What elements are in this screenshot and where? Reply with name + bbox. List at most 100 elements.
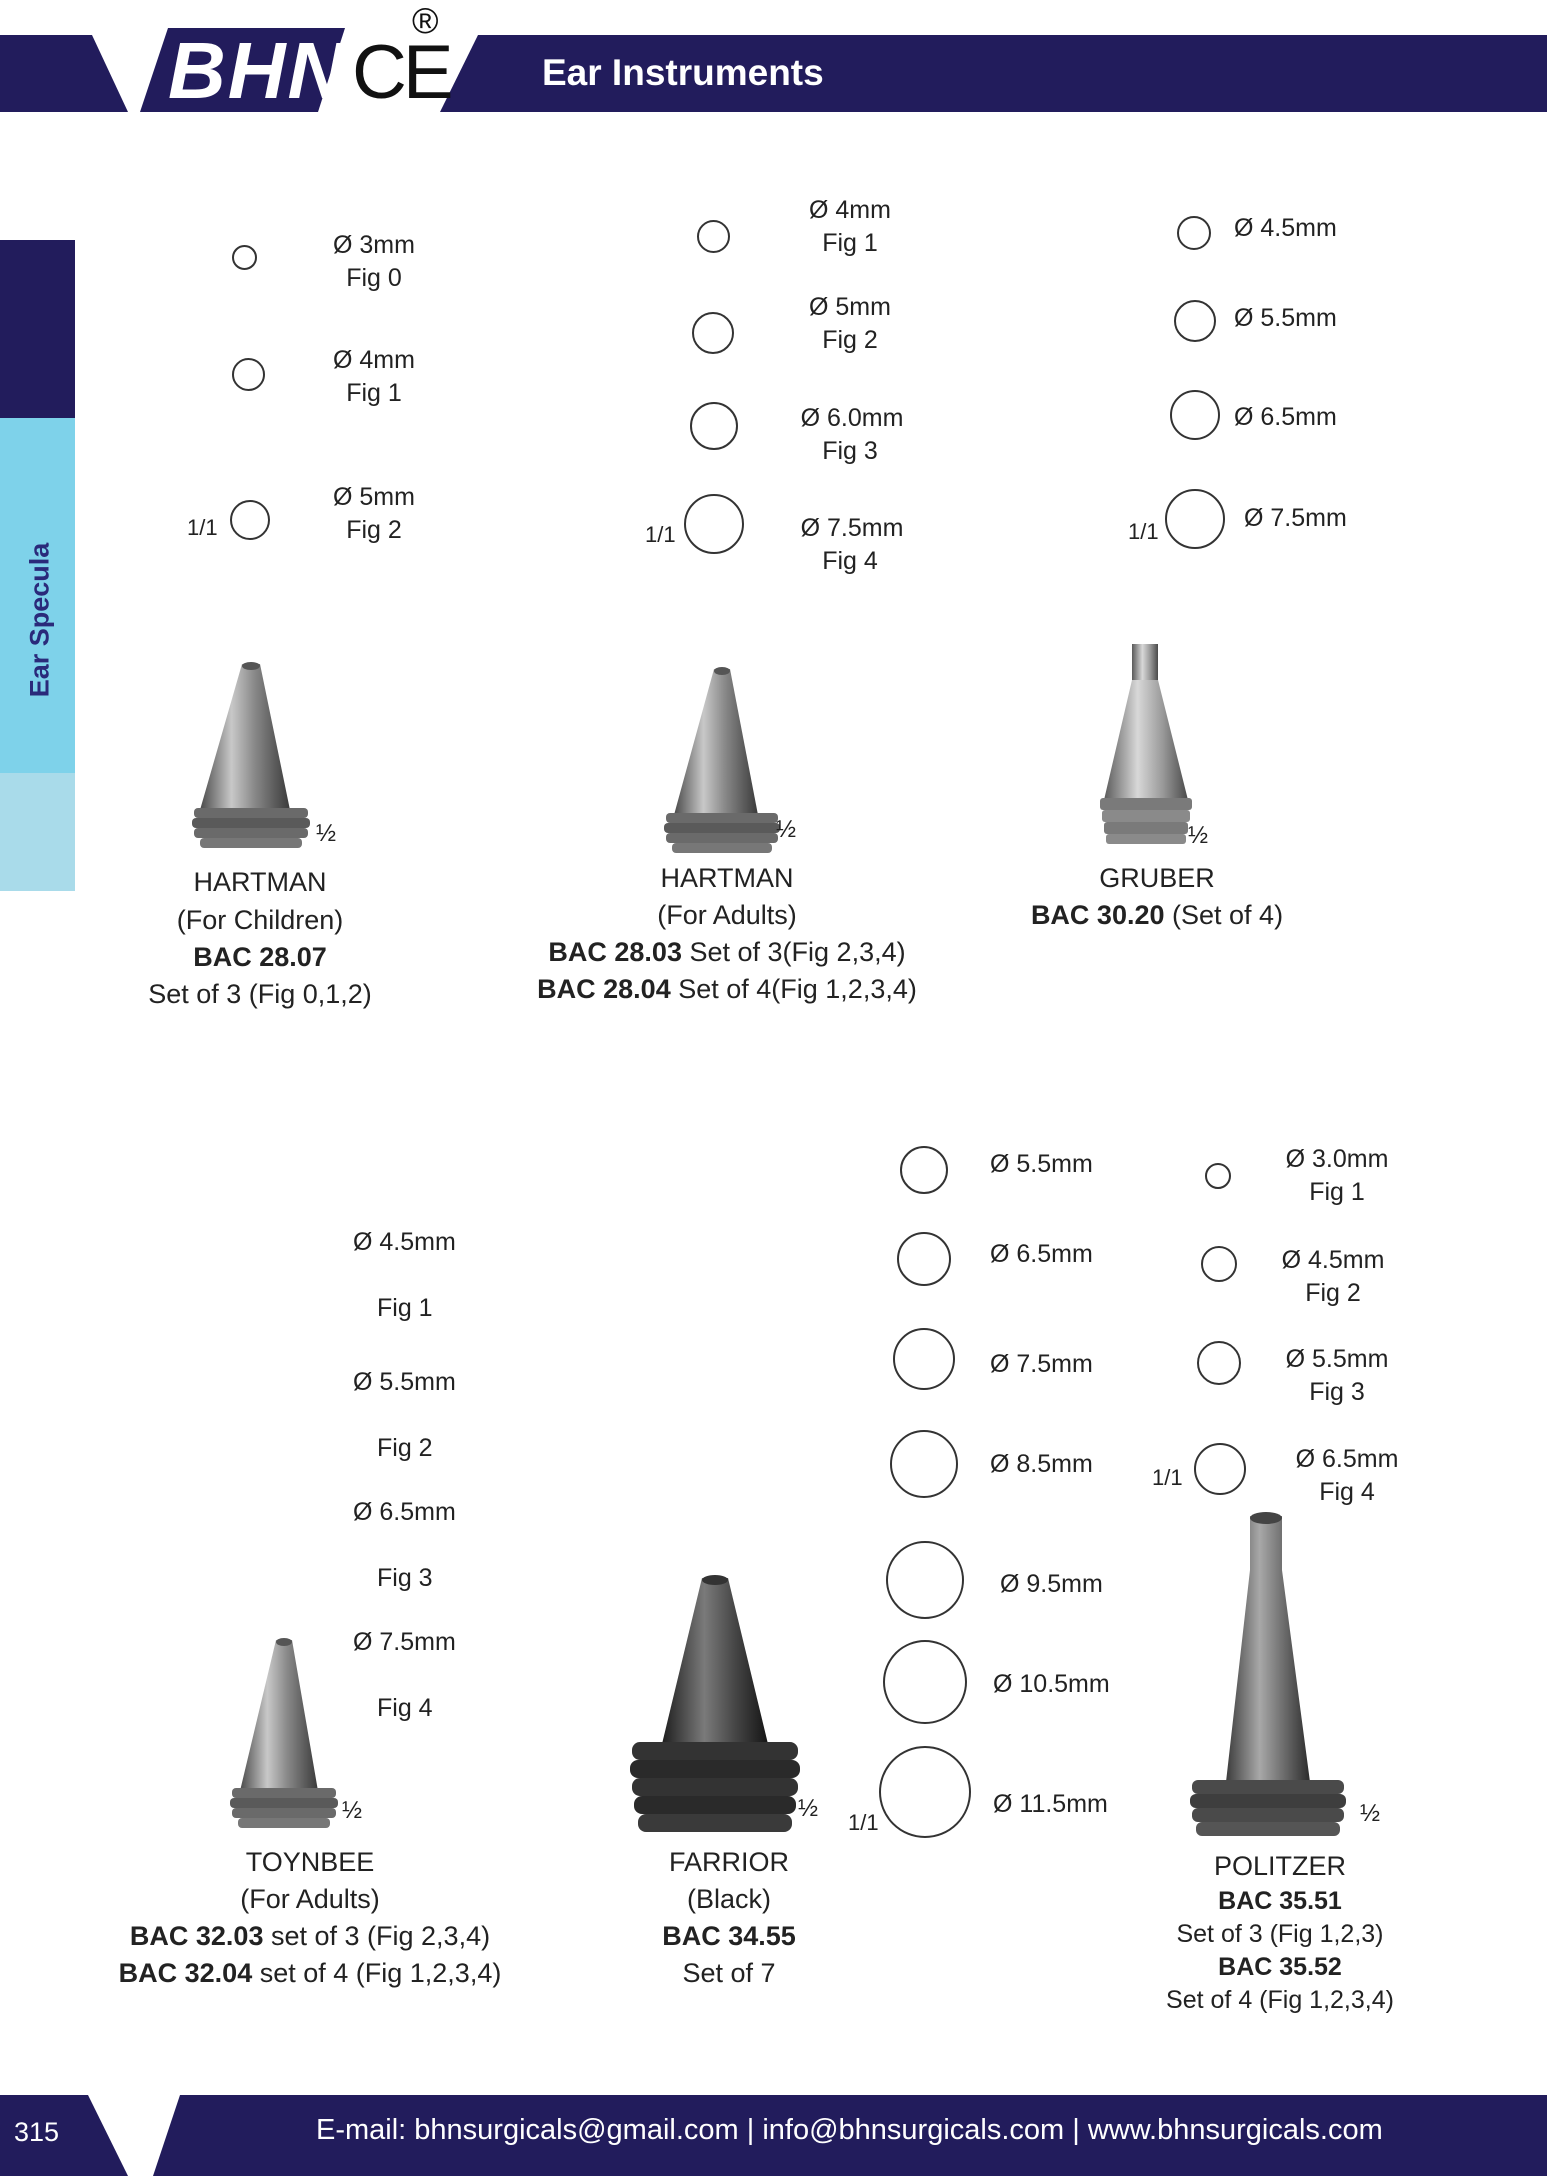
- size-circle: [900, 1146, 948, 1194]
- section-label: Ear Specula: [24, 542, 55, 698]
- size-fig: Fig 2: [377, 1434, 433, 1462]
- product-set: Set of 7: [682, 1958, 776, 1988]
- size-fig: Fig 1: [346, 379, 402, 407]
- size-diameter: Ø 5mm: [333, 483, 415, 511]
- scale-label: 1/1: [1128, 519, 1159, 544]
- product-subtitle: (For Adults): [657, 900, 797, 930]
- size-diameter: Ø 8.5mm: [990, 1450, 1093, 1478]
- registered-mark: ®: [412, 0, 439, 41]
- sidebar-tab-dark: [0, 240, 75, 418]
- farrior-speculum-image: [630, 1575, 800, 1832]
- size-diameter: Ø 11.5mm: [993, 1790, 1108, 1818]
- size-circle: [893, 1328, 955, 1390]
- size-fig: Fig 0: [346, 264, 402, 292]
- size-diameter: Ø 7.5mm: [353, 1628, 456, 1656]
- size-fig: Fig 3: [822, 437, 878, 465]
- size-circle: [1197, 1341, 1241, 1385]
- header-bar: [0, 28, 1547, 112]
- scale-label: 1/1: [848, 1810, 879, 1835]
- size-diameter: Ø 5.5mm: [353, 1368, 456, 1396]
- product-set: Set of 4(Fig 1,2,3,4): [670, 974, 917, 1004]
- scale-half: ½: [1360, 1800, 1381, 1827]
- size-diameter: Ø 3.0mm: [1285, 1145, 1389, 1173]
- ce-mark: CE: [352, 30, 454, 115]
- product-name: POLITZER: [1213, 1851, 1347, 1881]
- product-set: set of 3 (Fig 2,3,4): [263, 1921, 491, 1951]
- product-set: set of 4 (Fig 1,2,3,4): [252, 1958, 502, 1988]
- size-circle: [684, 494, 744, 554]
- size-diameter: Ø 6.0mm: [800, 404, 904, 432]
- product-code-line: BAC 28.04 Set of 4(Fig 1,2,3,4): [477, 973, 977, 1005]
- product-code: BAC 32.03: [129, 1921, 264, 1951]
- product-set: Set of 3(Fig 2,3,4): [681, 937, 906, 967]
- scale-label: 1/1: [1152, 1465, 1183, 1490]
- product-name: HARTMAN: [660, 863, 794, 893]
- size-diameter: Ø 5.5mm: [1285, 1345, 1389, 1373]
- product-set: Set of 3 (Fig 0,1,2): [148, 979, 372, 1009]
- size-fig: Fig 2: [1305, 1279, 1361, 1307]
- footer-bar: [0, 2095, 1547, 2176]
- toynbee-speculum-image: [230, 1638, 338, 1828]
- size-diameter: Ø 7.5mm: [800, 514, 904, 542]
- product-code: BAC 28.07: [193, 942, 327, 972]
- size-circle: [697, 220, 730, 253]
- size-diameter: Ø 4.5mm: [1281, 1246, 1385, 1274]
- size-fig: Fig 4: [822, 547, 878, 575]
- size-circle: [883, 1640, 967, 1724]
- size-fig: Fig 3: [1309, 1378, 1365, 1406]
- scale-half: ½: [342, 1797, 363, 1824]
- scale-half: ½: [1188, 822, 1209, 849]
- product-name: HARTMAN: [193, 867, 327, 897]
- size-fig: Fig 1: [822, 229, 878, 257]
- size-diameter: Ø 6.5mm: [353, 1498, 456, 1526]
- product-code: BAC 35.51: [1218, 1887, 1342, 1915]
- size-circle: [1174, 300, 1216, 342]
- size-fig: Fig 4: [377, 1694, 433, 1722]
- size-circle: [232, 358, 265, 391]
- size-circle: [890, 1430, 958, 1498]
- size-diameter: Ø 4.5mm: [1234, 214, 1337, 242]
- product-name: TOYNBEE: [245, 1847, 375, 1877]
- sidebar-tab-light: [0, 418, 75, 773]
- size-circle: [1205, 1163, 1231, 1189]
- size-circle: [232, 245, 257, 270]
- size-diameter: Ø 6.5mm: [990, 1240, 1093, 1268]
- scale-half: ½: [316, 820, 337, 847]
- size-circle: [690, 402, 738, 450]
- size-diameter: Ø 9.5mm: [1000, 1570, 1103, 1598]
- size-diameter: Ø 3mm: [333, 231, 415, 259]
- size-diameter: Ø 6.5mm: [1234, 403, 1337, 431]
- size-diameter: Ø 6.5mm: [1295, 1445, 1399, 1473]
- product-code: BAC 30.20: [1030, 900, 1165, 930]
- page-number: 315: [14, 2117, 60, 2147]
- size-circle: [1165, 489, 1225, 549]
- product-code-line: BAC 32.03 set of 3 (Fig 2,3,4): [90, 1920, 530, 1952]
- footer-contact: E-mail: bhnsurgicals@gmail.com | info@bh…: [316, 2114, 1383, 2146]
- product-subtitle: (For Adults): [240, 1884, 380, 1914]
- size-diameter: Ø 5mm: [809, 293, 891, 321]
- scale-half: ½: [798, 1795, 819, 1822]
- size-circle: [692, 312, 734, 354]
- product-name: GRUBER: [1099, 863, 1215, 893]
- product-code-line: BAC 32.04 set of 4 (Fig 1,2,3,4): [90, 1957, 530, 1989]
- hartman-adults-speculum-image: [664, 667, 780, 853]
- product-subtitle: (Black): [686, 1884, 771, 1914]
- hartman-children-speculum-image: [192, 662, 310, 848]
- size-fig: Fig 1: [377, 1294, 433, 1322]
- size-diameter: Ø 5.5mm: [990, 1150, 1093, 1178]
- size-circle: [1170, 390, 1220, 440]
- product-code: BAC 35.52: [1218, 1953, 1342, 1981]
- size-circle: [879, 1746, 971, 1838]
- product-subtitle: (For Children): [176, 905, 344, 935]
- size-fig: Fig 1: [1309, 1178, 1365, 1206]
- page-title: Ear Instruments: [542, 52, 824, 93]
- product-name: FARRIOR: [668, 1847, 789, 1877]
- product-set: (Set of 4): [1164, 900, 1284, 930]
- product-code: BAC 28.03: [548, 937, 682, 967]
- size-circle: [897, 1232, 951, 1286]
- scale-label: 1/1: [645, 522, 676, 547]
- size-fig: Fig 4: [1319, 1478, 1375, 1506]
- scale-half: ½: [776, 816, 797, 843]
- size-fig: Fig 2: [346, 516, 402, 544]
- size-diameter: Ø 10.5mm: [993, 1670, 1110, 1698]
